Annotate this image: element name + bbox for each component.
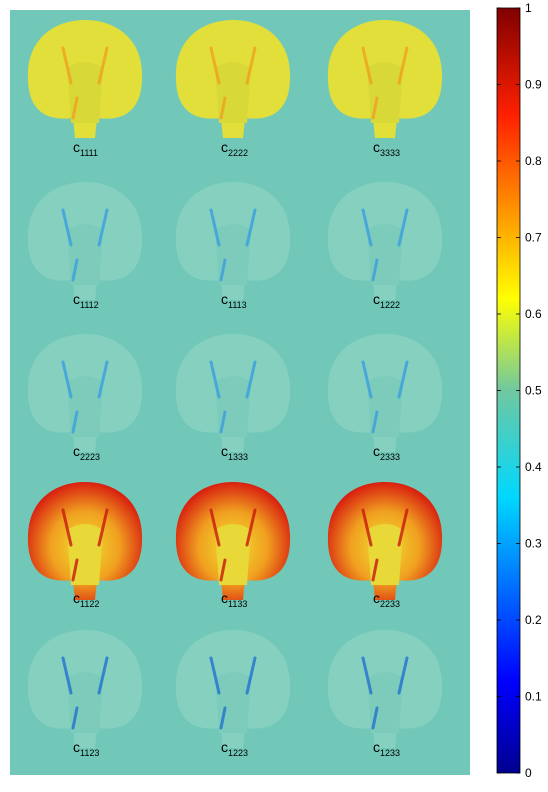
brain-slice [175, 630, 291, 748]
panel-label: c2233 [373, 590, 400, 609]
label-index: 1122 [80, 599, 99, 609]
label-index: 1223 [228, 748, 248, 758]
brain-structure [361, 656, 409, 730]
panel-label: c1133 [221, 590, 247, 609]
brain-slice [327, 482, 443, 600]
label-symbol: c [373, 739, 380, 755]
brain-slice [327, 182, 443, 300]
label-symbol: c [221, 291, 228, 307]
brain-structure [361, 360, 409, 434]
label-index: 1123 [80, 748, 99, 758]
label-symbol: c [221, 739, 228, 755]
colorbar-tick-label: 1 [525, 1, 532, 15]
panel-label: c3333 [373, 139, 400, 158]
brain-slice [27, 334, 143, 452]
brain-structure [209, 208, 257, 282]
panel-label: c1333 [221, 443, 248, 462]
brain-structure [361, 46, 409, 120]
brain-structure [209, 46, 257, 120]
panel-label: c2223 [73, 443, 100, 462]
panel-label: c1113 [221, 291, 247, 310]
brain-slice [175, 334, 291, 452]
label-index: 1113 [228, 300, 247, 310]
brain-slice [327, 630, 443, 748]
brain-slice [175, 20, 291, 138]
panel-label: c1223 [221, 739, 248, 758]
label-index: 1112 [80, 300, 99, 310]
panel-label: c1122 [73, 590, 99, 609]
colorbar-tick-label: 0.6 [525, 307, 542, 321]
brain-structure [361, 508, 409, 582]
panel-label: c1123 [73, 739, 99, 758]
colorbar-tick-label: 0.5 [525, 384, 542, 398]
colorbar-tick-label: 0.8 [525, 154, 542, 168]
label-index: 1333 [228, 452, 248, 462]
colorbar-tick-label: 0.3 [525, 537, 542, 551]
colorbar-tick-label: 0.9 [525, 78, 542, 92]
brain-structure [61, 208, 109, 282]
brain-slice [27, 20, 143, 138]
brain-slice [27, 182, 143, 300]
brain-slice [327, 334, 443, 452]
panel-label: c1222 [373, 291, 400, 310]
label-index: 1111 [80, 148, 98, 158]
brain-structure [61, 656, 109, 730]
label-index: 3333 [380, 148, 400, 158]
panel-label: c2222 [221, 139, 248, 158]
label-symbol: c [221, 590, 228, 606]
colorbar-tick-label: 0.1 [525, 690, 542, 704]
label-symbol: c [73, 739, 80, 755]
brain-slice [27, 630, 143, 748]
label-index: 2222 [228, 148, 248, 158]
brain-structure [209, 656, 257, 730]
colorbar-tick-label: 0.2 [525, 613, 542, 627]
label-symbol: c [373, 590, 380, 606]
label-index: 2223 [80, 452, 100, 462]
panel-label: c1112 [73, 291, 99, 310]
brain-structure [361, 208, 409, 282]
panel-label: c1111 [73, 139, 98, 158]
label-symbol: c [73, 139, 80, 155]
label-symbol: c [373, 443, 380, 459]
brain-structure [61, 46, 109, 120]
brain-slice [27, 482, 143, 600]
label-index: 2233 [380, 599, 400, 609]
label-index: 2333 [380, 452, 400, 462]
label-symbol: c [221, 139, 228, 155]
label-symbol: c [73, 590, 80, 606]
label-index: 1233 [380, 748, 400, 758]
brain-structure [209, 508, 257, 582]
colorbar-tick-label: 0 [525, 766, 532, 780]
panel-label: c1233 [373, 739, 400, 758]
label-index: 1133 [228, 599, 247, 609]
label-symbol: c [73, 443, 80, 459]
panel-label: c2333 [373, 443, 400, 462]
brain-slice [327, 20, 443, 138]
brain-slice [175, 182, 291, 300]
label-symbol: c [373, 291, 380, 307]
colorbar-tick-label: 0.4 [525, 460, 542, 474]
brain-structure [61, 360, 109, 434]
colorbar-tick-label: 0.7 [525, 231, 542, 245]
label-symbol: c [373, 139, 380, 155]
brain-structure [61, 508, 109, 582]
label-index: 1222 [380, 300, 400, 310]
brain-slice [175, 482, 291, 600]
label-symbol: c [73, 291, 80, 307]
brain-structure [209, 360, 257, 434]
label-symbol: c [221, 443, 228, 459]
